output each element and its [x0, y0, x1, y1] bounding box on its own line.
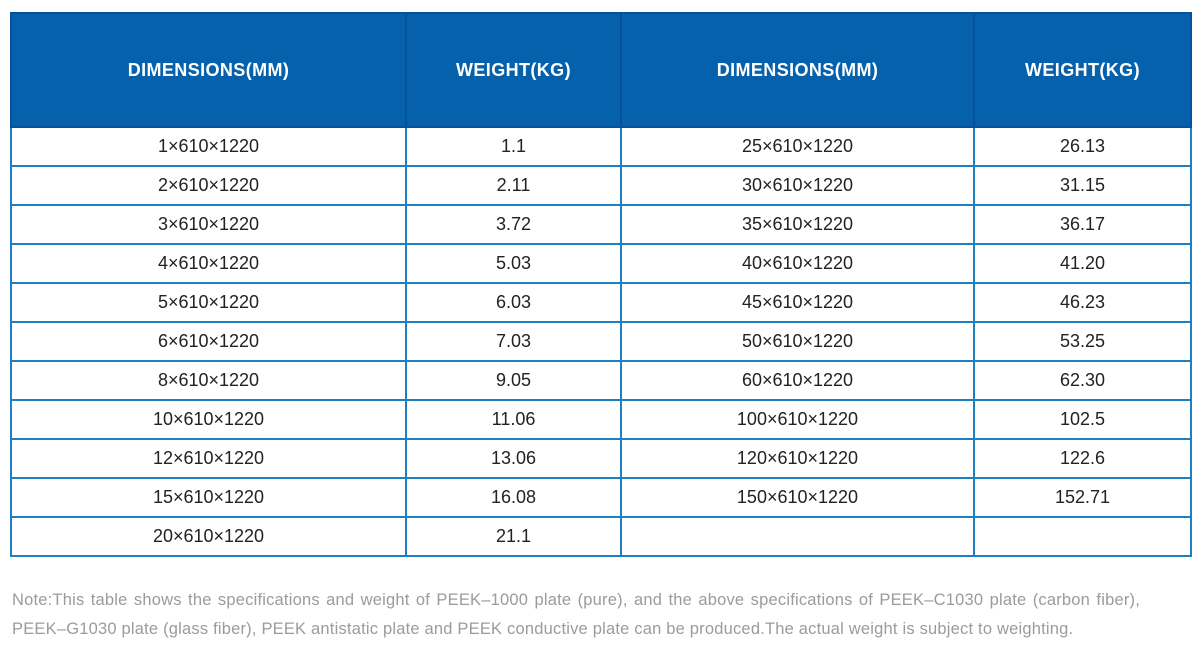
table-row: 5×610×1220 6.03 45×610×1220 46.23	[10, 282, 1192, 323]
dimensions-cell: 30×610×1220	[620, 165, 975, 206]
table-row: 15×610×1220 16.08 150×610×1220 152.71	[10, 477, 1192, 518]
dimensions-cell: 12×610×1220	[10, 438, 407, 479]
weight-cell: 11.06	[405, 399, 622, 440]
dimensions-cell: 150×610×1220	[620, 477, 975, 518]
table-row: 12×610×1220 13.06 120×610×1220 122.6	[10, 438, 1192, 479]
dimensions-cell: 3×610×1220	[10, 204, 407, 245]
peek-plate-spec-table: DIMENSIONS(MM) WEIGHT(KG) DIMENSIONS(MM)…	[10, 12, 1192, 557]
weight-cell: 7.03	[405, 321, 622, 362]
dimensions-cell: 25×610×1220	[620, 126, 975, 167]
weight-cell: 122.6	[973, 438, 1192, 479]
weight-cell: 46.23	[973, 282, 1192, 323]
weight-cell: 31.15	[973, 165, 1192, 206]
table-row: 4×610×1220 5.03 40×610×1220 41.20	[10, 243, 1192, 284]
dimensions-cell	[620, 516, 975, 557]
dimensions-cell: 10×610×1220	[10, 399, 407, 440]
table-row: 8×610×1220 9.05 60×610×1220 62.30	[10, 360, 1192, 401]
weight-cell: 16.08	[405, 477, 622, 518]
weight-cell	[973, 516, 1192, 557]
dimensions-cell: 35×610×1220	[620, 204, 975, 245]
dimensions-cell: 5×610×1220	[10, 282, 407, 323]
dimensions-cell: 8×610×1220	[10, 360, 407, 401]
header-dimensions-left: DIMENSIONS(MM)	[10, 12, 407, 128]
table-row: 20×610×1220 21.1	[10, 516, 1192, 557]
dimensions-cell: 2×610×1220	[10, 165, 407, 206]
table-row: 6×610×1220 7.03 50×610×1220 53.25	[10, 321, 1192, 362]
weight-cell: 3.72	[405, 204, 622, 245]
dimensions-cell: 100×610×1220	[620, 399, 975, 440]
weight-cell: 13.06	[405, 438, 622, 479]
header-weight-right: WEIGHT(KG)	[973, 12, 1192, 128]
header-weight-left: WEIGHT(KG)	[405, 12, 622, 128]
weight-cell: 102.5	[973, 399, 1192, 440]
dimensions-cell: 20×610×1220	[10, 516, 407, 557]
header-row: DIMENSIONS(MM) WEIGHT(KG) DIMENSIONS(MM)…	[10, 12, 1192, 128]
weight-cell: 41.20	[973, 243, 1192, 284]
header-dimensions-right: DIMENSIONS(MM)	[620, 12, 975, 128]
weight-cell: 21.1	[405, 516, 622, 557]
weight-cell: 26.13	[973, 126, 1192, 167]
weight-cell: 5.03	[405, 243, 622, 284]
weight-cell: 36.17	[973, 204, 1192, 245]
table-row: 10×610×1220 11.06 100×610×1220 102.5	[10, 399, 1192, 440]
dimensions-cell: 120×610×1220	[620, 438, 975, 479]
weight-cell: 53.25	[973, 321, 1192, 362]
dimensions-cell: 1×610×1220	[10, 126, 407, 167]
weight-cell: 152.71	[973, 477, 1192, 518]
weight-cell: 9.05	[405, 360, 622, 401]
dimensions-cell: 40×610×1220	[620, 243, 975, 284]
note-text: Note:This table shows the specifications…	[12, 591, 1140, 638]
weight-cell: 1.1	[405, 126, 622, 167]
table-row: 2×610×1220 2.11 30×610×1220 31.15	[10, 165, 1192, 206]
table-body: 1×610×1220 1.1 25×610×1220 26.13 2×610×1220 2…	[10, 126, 1192, 557]
dimensions-cell: 45×610×1220	[620, 282, 975, 323]
weight-cell: 6.03	[405, 282, 622, 323]
weight-cell: 2.11	[405, 165, 622, 206]
dimensions-cell: 4×610×1220	[10, 243, 407, 284]
table-row: 3×610×1220 3.72 35×610×1220 36.17	[10, 204, 1192, 245]
dimensions-cell: 6×610×1220	[10, 321, 407, 362]
dimensions-cell: 15×610×1220	[10, 477, 407, 518]
table-row: 1×610×1220 1.1 25×610×1220 26.13	[10, 126, 1192, 167]
dimensions-cell: 50×610×1220	[620, 321, 975, 362]
weight-cell: 62.30	[973, 360, 1192, 401]
dimensions-cell: 60×610×1220	[620, 360, 975, 401]
